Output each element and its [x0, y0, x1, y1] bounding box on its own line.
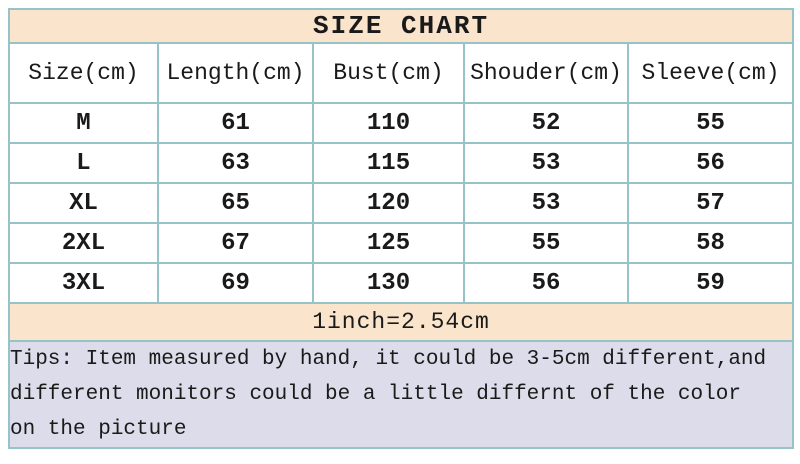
table-row-l: L 63 115 53 56	[8, 142, 795, 184]
cell-size: 2XL	[8, 222, 159, 264]
tips-row: Tips: Item measured by hand, it could be…	[7, 340, 795, 449]
tips-text: Tips: Item measured by hand, it could be…	[7, 340, 795, 449]
cell-bust: 120	[312, 182, 465, 224]
tips-line-2: different monitors could be a little dif…	[10, 383, 741, 406]
cell-bust: 115	[312, 142, 465, 184]
cell-length: 61	[157, 102, 314, 144]
tips-line-1: Tips: Item measured by hand, it could be…	[10, 348, 767, 371]
column-header-bust: Bust(cm)	[312, 42, 465, 104]
column-header-sleeve: Sleeve(cm)	[626, 42, 795, 104]
unit-conversion-note: 1inch=2.54cm	[7, 302, 795, 342]
cell-bust: 125	[312, 222, 465, 264]
table-row-xl: XL 65 120 53 57	[8, 182, 795, 224]
cell-bust: 110	[312, 102, 465, 144]
cell-shoulder: 53	[463, 142, 629, 184]
cell-shoulder: 52	[463, 102, 629, 144]
cell-length: 67	[157, 222, 314, 264]
cell-sleeve: 58	[626, 222, 795, 264]
table-row-2xl: 2XL 67 125 55 58	[8, 222, 795, 264]
cell-sleeve: 55	[626, 102, 795, 144]
unit-note-row: 1inch=2.54cm	[7, 302, 795, 342]
size-chart-title: SIZE CHART	[7, 8, 795, 44]
cell-shoulder: 56	[463, 262, 629, 304]
column-header-size: Size(cm)	[8, 42, 159, 104]
cell-size: 3XL	[8, 262, 159, 304]
column-header-row: Size(cm) Length(cm) Bust(cm) Shouder(cm)…	[8, 42, 795, 104]
title-row: SIZE CHART	[7, 8, 795, 44]
cell-shoulder: 53	[463, 182, 629, 224]
cell-sleeve: 59	[626, 262, 795, 304]
column-header-length: Length(cm)	[157, 42, 314, 104]
cell-size: XL	[8, 182, 159, 224]
table-row-3xl: 3XL 69 130 56 59	[8, 262, 795, 304]
tips-line-3: on the picture	[10, 418, 187, 441]
cell-bust: 130	[312, 262, 465, 304]
cell-shoulder: 55	[463, 222, 629, 264]
table-row-m: M 61 110 52 55	[8, 102, 795, 144]
cell-length: 69	[157, 262, 314, 304]
cell-size: M	[8, 102, 159, 144]
cell-sleeve: 57	[626, 182, 795, 224]
cell-length: 65	[157, 182, 314, 224]
column-header-shoulder: Shouder(cm)	[463, 42, 629, 104]
size-chart-table: SIZE CHART Size(cm) Length(cm) Bust(cm) …	[7, 8, 795, 449]
cell-size: L	[8, 142, 159, 184]
cell-length: 63	[157, 142, 314, 184]
cell-sleeve: 56	[626, 142, 795, 184]
